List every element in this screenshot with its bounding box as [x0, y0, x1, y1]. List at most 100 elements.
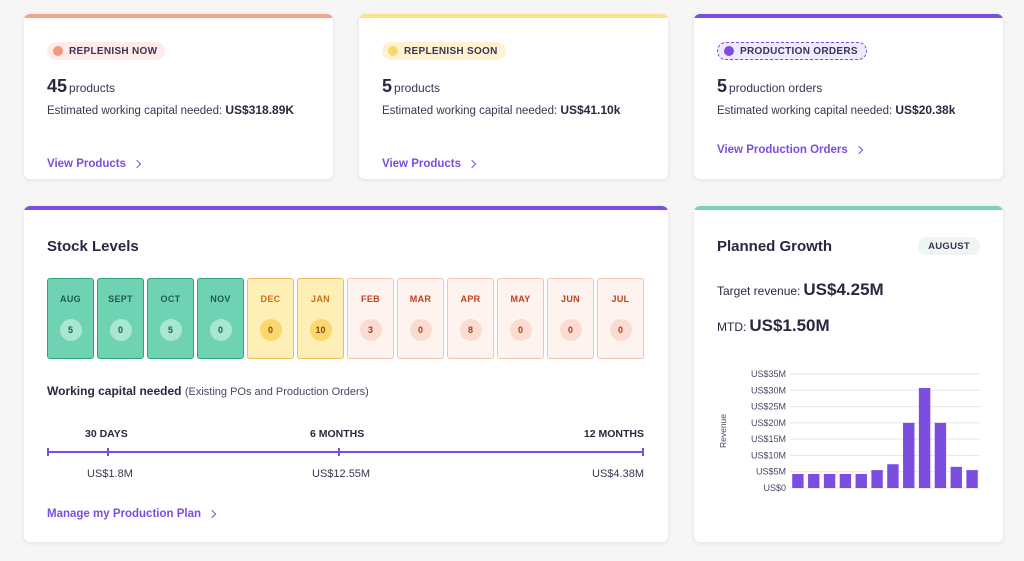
month-tile-mar: MAR 0 — [397, 278, 444, 359]
stock-levels-card: Stock Levels AUG 5 SEPT 0 OCT 5 NOV 0 DEC 0 JAN 10 F… — [24, 206, 668, 542]
chevron-right-icon — [467, 159, 477, 169]
month-tile-aug: AUG 5 — [47, 278, 94, 359]
revenue-bar — [808, 473, 820, 488]
capital-value: US$41.10k — [560, 103, 621, 117]
capital-needed: Estimated working capital needed: US$318… — [47, 103, 294, 117]
month-stock-count: 0 — [409, 319, 432, 341]
status-dot-icon — [53, 46, 63, 56]
timeline-label-30-days: 30 DAYS — [85, 428, 128, 440]
month-badge: AUGUST — [918, 237, 980, 255]
card-accent-bar — [24, 14, 333, 18]
month-name: JUN — [561, 294, 580, 304]
timeline-line — [47, 451, 644, 453]
status-label: REPLENISH NOW — [69, 45, 158, 57]
planned-growth-card: Planned Growth AUGUST Target revenue: US$… — [694, 206, 1003, 542]
month-tile-apr: APR 8 — [447, 278, 494, 359]
month-name: DEC — [260, 294, 281, 304]
link-label: Manage my Production Plan — [47, 508, 201, 520]
status-pill: REPLENISH SOON — [382, 42, 506, 60]
timeline-tick — [642, 448, 644, 456]
production-orders-card: PRODUCTION ORDERS 5 production orders Est… — [694, 14, 1003, 179]
y-tick-label: US$20M — [751, 418, 786, 428]
timeline-tick — [338, 448, 340, 456]
view-production-orders-link[interactable]: View Production Orders — [717, 144, 864, 156]
timeline-label-12-months: 12 MONTHS — [583, 428, 644, 440]
count-number: 5 — [382, 76, 393, 96]
link-label: View Products — [47, 158, 127, 170]
target-revenue: Target revenue: US$4.25M — [717, 280, 884, 300]
product-count: 5 products — [382, 76, 440, 97]
month-name: AUG — [60, 294, 81, 304]
target-revenue-label: Target revenue: — [717, 284, 801, 298]
month-tile-may: MAY 0 — [497, 278, 544, 359]
month-tile-jun: JUN 0 — [547, 278, 594, 359]
status-pill: PRODUCTION ORDERS — [717, 42, 867, 60]
count-number: 45 — [47, 76, 68, 96]
chevron-right-icon — [132, 159, 142, 169]
month-stock-count: 0 — [109, 319, 132, 341]
month-tile-dec: DEC 0 — [247, 278, 294, 359]
month-name: APR — [460, 294, 481, 304]
card-accent-bar — [694, 206, 1003, 210]
month-tile-nov: NOV 0 — [197, 278, 244, 359]
revenue-bar — [918, 388, 931, 488]
month-stock-count: 0 — [609, 319, 632, 341]
manage-production-plan-link[interactable]: Manage my Production Plan — [47, 508, 217, 520]
month-name: JUL — [611, 294, 630, 304]
month-tile-feb: FEB 3 — [347, 278, 394, 359]
month-name: NOV — [210, 294, 231, 304]
month-tile-jan: JAN 10 — [297, 278, 344, 359]
y-tick-label: US$15M — [751, 434, 786, 444]
timeline-tick — [47, 448, 49, 456]
timeline-label-6-months: 6 MONTHS — [310, 428, 365, 440]
timeline-tick — [107, 448, 109, 456]
month-name: MAY — [510, 294, 531, 304]
month-stock-count: 10 — [309, 319, 332, 341]
revenue-bar — [903, 422, 915, 488]
status-dot-icon — [724, 46, 734, 56]
product-count: 45 products — [47, 76, 115, 97]
chevron-right-icon — [854, 145, 864, 155]
month-name: FEB — [361, 294, 380, 304]
y-tick-label: US$35M — [751, 369, 786, 379]
count-unit: products — [69, 81, 116, 95]
timeline-value-30-days: US$1.8M — [87, 468, 133, 480]
link-label: View Products — [382, 158, 462, 170]
month-name: SEPT — [108, 294, 133, 304]
revenue-bar — [839, 473, 852, 488]
order-count: 5 production orders — [717, 76, 822, 97]
capital-value: US$318.89K — [225, 103, 295, 117]
capital-label: Estimated working capital needed: — [717, 105, 893, 117]
y-tick-label: US$5M — [756, 467, 786, 477]
revenue-bar — [887, 464, 899, 488]
revenue-bar — [871, 470, 883, 488]
view-products-link[interactable]: View Products — [47, 158, 142, 170]
capital-needed: Estimated working capital needed: US$20.… — [717, 103, 955, 117]
month-tile-jul: JUL 0 — [597, 278, 644, 359]
month-name: JAN — [311, 294, 330, 304]
month-stock-count: 3 — [359, 319, 382, 341]
working-capital-note: (Existing POs and Production Orders) — [184, 386, 369, 398]
revenue-bar-chart: US$0 US$5M US$10M US$15M US$20M US$25M US$30M U… — [718, 369, 980, 493]
card-accent-bar — [694, 14, 1003, 18]
capital-needed: Estimated working capital needed: US$41.… — [382, 103, 620, 117]
planned-growth-title: Planned Growth — [717, 238, 833, 255]
status-dot-icon — [388, 46, 398, 56]
view-products-link[interactable]: View Products — [382, 158, 477, 170]
y-axis-label: Revenue — [718, 414, 728, 448]
working-capital-heading: Working capital needed (Existing POs and… — [47, 384, 369, 398]
count-unit: production orders — [729, 81, 823, 95]
count-number: 5 — [717, 76, 728, 96]
month-stock-count: 5 — [59, 319, 82, 341]
replenish-soon-card: REPLENISH SOON 5 products Estimated worki… — [359, 14, 668, 179]
month-stock-count: 0 — [509, 319, 532, 341]
working-capital-label: Working capital needed — [47, 384, 182, 398]
y-tick-label: US$30M — [751, 385, 786, 395]
y-tick-label: US$25M — [751, 402, 786, 412]
replenish-now-card: REPLENISH NOW 45 products Estimated worki… — [24, 14, 333, 179]
capital-label: Estimated working capital needed: — [47, 105, 223, 117]
stock-levels-title: Stock Levels — [47, 238, 139, 255]
timeline-value-6-months: US$12.55M — [312, 468, 371, 480]
revenue-bar — [966, 470, 978, 488]
month-stock-count: 0 — [209, 319, 232, 341]
